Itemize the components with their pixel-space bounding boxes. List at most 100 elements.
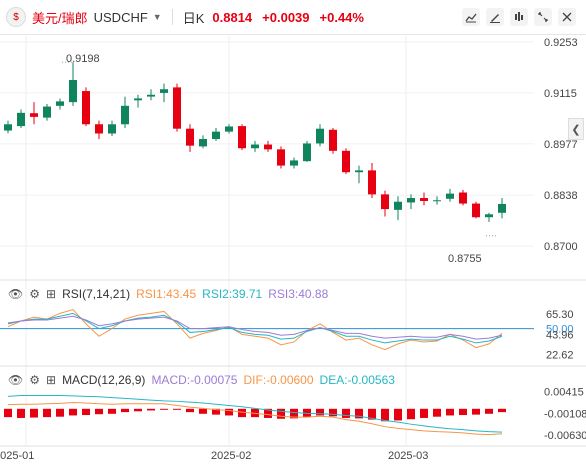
macd-bar: [173, 408, 181, 410]
candle-body: [69, 79, 77, 103]
price-change: +0.0039: [262, 9, 310, 25]
symbol-code: USDCHF: [93, 9, 148, 25]
macd-bar: [420, 408, 428, 418]
candle-body: [498, 203, 506, 213]
macd-tick-label: 0.00415: [544, 387, 584, 399]
indicator-icon[interactable]: [510, 8, 528, 26]
candle-body: [459, 192, 467, 204]
candle-body: [472, 203, 480, 218]
macd-tick-label: -0.00630: [544, 430, 586, 442]
rsi2-value: RSI2:39.71: [202, 287, 263, 301]
candle-body: [225, 126, 233, 132]
date-tick-label: 2025-03: [388, 450, 428, 462]
macd-bar: [95, 408, 103, 415]
macd-bar: [82, 408, 90, 416]
macd-bar: [160, 408, 168, 410]
candle-body: [82, 91, 90, 125]
price-tick-label: 0.8838: [544, 190, 578, 202]
macd-bar: [30, 408, 38, 418]
divider: [171, 9, 173, 25]
macd-bar: [186, 408, 194, 413]
macd-bar: [69, 408, 77, 416]
symbol-selector[interactable]: $ 美元/瑞郎 USDCHF ▼: [6, 7, 162, 27]
candle-body: [342, 150, 350, 173]
chevron-down-icon: ▼: [152, 12, 162, 22]
macd-bar: [394, 408, 402, 421]
fullscreen-icon[interactable]: [534, 8, 552, 26]
macd-bar: [459, 408, 467, 416]
candle-body: [134, 98, 142, 101]
candle-body: [329, 129, 337, 151]
candle-body: [186, 128, 194, 146]
grid-lines: [0, 36, 586, 447]
period-selector[interactable]: 日K: [182, 10, 205, 26]
symbol-cn-name: 美元/瑞郎: [32, 10, 88, 26]
candle-body: [43, 106, 51, 118]
candle-body: [264, 144, 272, 150]
close-icon[interactable]: [558, 8, 576, 26]
candle-body: [303, 143, 311, 162]
candle-body: [368, 170, 376, 195]
macd-bar: [355, 408, 363, 419]
macd-bar: [147, 408, 155, 411]
eye-icon[interactable]: 👁: [8, 287, 24, 301]
settings-icon[interactable]: ⚙: [29, 373, 40, 387]
candle-body: [121, 105, 129, 125]
indicator-box-icon[interactable]: ⊞: [46, 373, 57, 387]
dif-line: [7, 402, 503, 436]
date-tick-label: 2025-02: [211, 450, 251, 462]
macd-bar: [108, 408, 116, 414]
indicator-box-icon[interactable]: ⊞: [46, 287, 57, 301]
quote-summary: 0.8814 +0.0039 +0.44%: [212, 10, 364, 25]
draw-icon[interactable]: [486, 8, 504, 26]
macd-value: MACD:-0.00075: [151, 373, 238, 387]
candle-body: [316, 128, 324, 144]
candle-body: [407, 198, 415, 203]
rsi3-value: RSI3:40.88: [268, 287, 329, 301]
rsi-line-rsi1: [7, 308, 503, 351]
candle-body: [199, 139, 207, 147]
rsi-tick-label: 50.00: [546, 324, 574, 336]
eye-icon[interactable]: 👁: [8, 373, 24, 387]
flag-icon: $: [6, 7, 26, 27]
dea-value: DEA:-0.00563: [319, 373, 395, 387]
rsi-legend: 👁 ⚙ ⊞ RSI(7,14,21) RSI1:43.45 RSI2:39.71…: [0, 286, 328, 302]
last-price: 0.8814: [212, 9, 253, 25]
macd-bar: [342, 408, 350, 418]
date-tick-label: 2025-01: [0, 450, 34, 462]
macd-bar: [43, 408, 51, 418]
candle-body: [4, 124, 12, 131]
macd-bar: [56, 408, 64, 417]
candle-body: [433, 200, 441, 202]
candle-body: [160, 89, 168, 93]
rsi-label: RSI(7,14,21): [62, 287, 131, 301]
low-annotation: 0.8755: [448, 253, 482, 265]
macd-tick-label: -0.00108: [544, 408, 586, 420]
rsi-line-rsi2: [7, 312, 503, 344]
macd-bar: [485, 408, 493, 414]
candle-body: [95, 124, 103, 134]
candle-body: [394, 201, 402, 210]
price-tick-label: 0.8700: [544, 241, 578, 253]
candle-body: [212, 131, 220, 140]
rsi-line-rsi3: [7, 315, 503, 340]
axis-labels: 0.9253 0.9115 0.8977 0.8838 0.8700 65.30 50.00…: [0, 37, 586, 462]
candle-body: [355, 170, 363, 173]
dea-line: [7, 394, 503, 433]
rsi-tick-label: 65.30: [546, 309, 574, 321]
collapse-arrow-icon[interactable]: ❮: [568, 118, 584, 140]
candle-body: [238, 126, 246, 149]
chart-type-icon[interactable]: [462, 8, 480, 26]
macd-bar: [433, 408, 441, 417]
candle-body: [485, 214, 493, 218]
candle-body: [56, 101, 64, 106]
candle-body: [108, 124, 116, 134]
candle-body: [173, 87, 181, 129]
macd-bar: [329, 408, 337, 417]
candle-body: [147, 94, 155, 97]
macd-bar: [212, 408, 220, 415]
candle-body: [30, 113, 38, 117]
settings-icon[interactable]: ⚙: [29, 287, 40, 301]
candles: [4, 61, 506, 237]
